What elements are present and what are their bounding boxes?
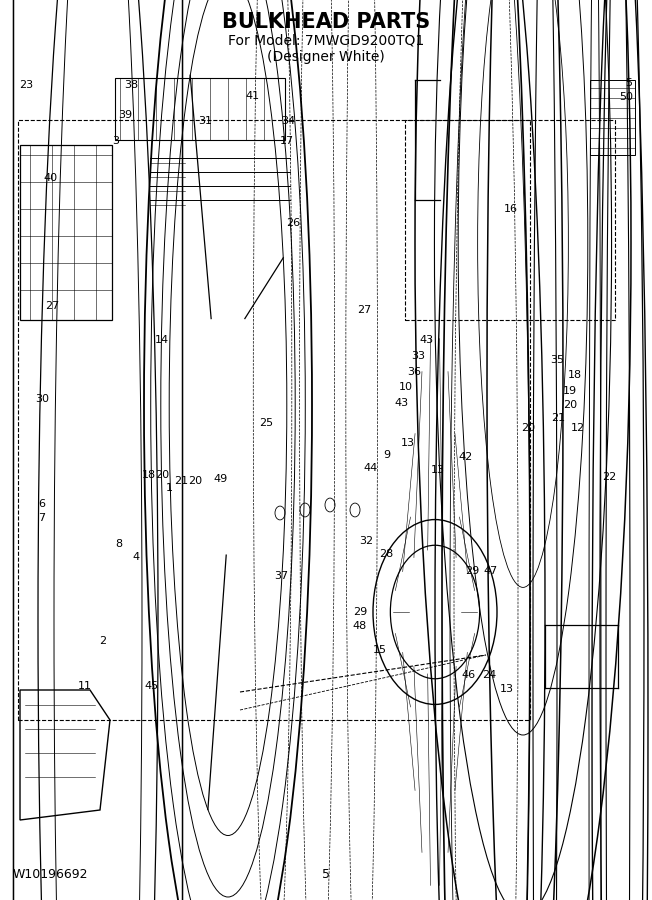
Text: 40: 40 bbox=[44, 173, 58, 184]
Text: 2: 2 bbox=[100, 635, 106, 646]
Text: 28: 28 bbox=[379, 549, 393, 560]
Text: 49: 49 bbox=[213, 473, 228, 484]
Text: 21: 21 bbox=[174, 476, 188, 487]
Text: 20: 20 bbox=[521, 423, 535, 434]
Text: 27: 27 bbox=[45, 301, 59, 311]
Text: 23: 23 bbox=[19, 79, 33, 90]
Text: BULKHEAD PARTS: BULKHEAD PARTS bbox=[222, 12, 430, 32]
Text: 47: 47 bbox=[483, 565, 497, 576]
Text: 15: 15 bbox=[372, 644, 387, 655]
Text: 16: 16 bbox=[504, 203, 518, 214]
Text: 44: 44 bbox=[363, 463, 378, 473]
Text: 24: 24 bbox=[482, 670, 496, 680]
Bar bbox=[405, 120, 615, 320]
Text: 13: 13 bbox=[431, 464, 445, 475]
Text: 48: 48 bbox=[353, 621, 367, 632]
Text: W10196692: W10196692 bbox=[13, 868, 89, 881]
Text: 36: 36 bbox=[408, 366, 422, 377]
Text: 20: 20 bbox=[155, 470, 169, 481]
Text: 30: 30 bbox=[35, 393, 49, 404]
Bar bbox=[20, 145, 112, 320]
Text: 29: 29 bbox=[465, 565, 479, 576]
Text: 18: 18 bbox=[568, 370, 582, 381]
Text: 18: 18 bbox=[141, 470, 156, 481]
Text: 22: 22 bbox=[602, 472, 616, 482]
Text: 31: 31 bbox=[198, 116, 213, 127]
Text: 3: 3 bbox=[113, 136, 119, 147]
Bar bbox=[115, 78, 285, 140]
Text: 7: 7 bbox=[38, 513, 45, 524]
Text: 17: 17 bbox=[280, 136, 294, 147]
Text: 33: 33 bbox=[411, 351, 426, 362]
Text: 4: 4 bbox=[132, 552, 139, 562]
Text: 42: 42 bbox=[458, 452, 473, 463]
Text: 38: 38 bbox=[125, 79, 139, 90]
Text: 41: 41 bbox=[246, 91, 260, 102]
Text: 35: 35 bbox=[550, 355, 564, 365]
Text: 12: 12 bbox=[570, 423, 585, 434]
Text: 14: 14 bbox=[155, 335, 169, 346]
Text: 1: 1 bbox=[166, 482, 173, 493]
Text: 11: 11 bbox=[78, 680, 92, 691]
Text: 39: 39 bbox=[118, 110, 132, 121]
Text: 8: 8 bbox=[115, 538, 122, 549]
Text: 13: 13 bbox=[500, 684, 514, 695]
Text: 34: 34 bbox=[281, 116, 295, 127]
Text: 19: 19 bbox=[563, 385, 577, 396]
Text: 43: 43 bbox=[419, 335, 434, 346]
Text: 32: 32 bbox=[359, 536, 374, 546]
Text: 45: 45 bbox=[144, 680, 158, 691]
Text: 10: 10 bbox=[398, 382, 413, 392]
Text: 37: 37 bbox=[274, 571, 289, 581]
Bar bbox=[18, 120, 530, 720]
Text: 20: 20 bbox=[188, 476, 203, 487]
Text: 20: 20 bbox=[563, 400, 577, 410]
Text: 13: 13 bbox=[401, 437, 415, 448]
Text: 6: 6 bbox=[38, 499, 45, 509]
Text: 21: 21 bbox=[551, 412, 565, 423]
Bar bbox=[590, 80, 635, 155]
Text: 26: 26 bbox=[286, 218, 301, 229]
Text: 46: 46 bbox=[461, 670, 475, 680]
Text: 43: 43 bbox=[394, 398, 409, 409]
Text: 27: 27 bbox=[357, 304, 371, 315]
Text: 5: 5 bbox=[322, 868, 330, 881]
Text: 50: 50 bbox=[619, 92, 633, 103]
Text: For Model: 7MWGD9200TQ1: For Model: 7MWGD9200TQ1 bbox=[228, 33, 424, 47]
Text: 25: 25 bbox=[259, 418, 273, 428]
Text: 5: 5 bbox=[625, 77, 632, 88]
Text: (Designer White): (Designer White) bbox=[267, 50, 385, 64]
Text: 29: 29 bbox=[353, 607, 367, 617]
Text: 9: 9 bbox=[384, 449, 391, 460]
